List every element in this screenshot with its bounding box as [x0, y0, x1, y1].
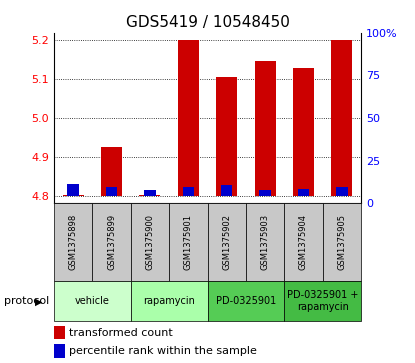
- Bar: [298, 189, 309, 196]
- Bar: [246, 203, 284, 281]
- Bar: [178, 40, 199, 196]
- Bar: [336, 187, 348, 196]
- Bar: [63, 195, 84, 196]
- Bar: [254, 61, 276, 196]
- Text: percentile rank within the sample: percentile rank within the sample: [69, 346, 257, 356]
- Bar: [54, 326, 65, 339]
- Text: GSM1375904: GSM1375904: [299, 214, 308, 270]
- Text: PD-0325901: PD-0325901: [216, 296, 276, 306]
- Text: GSM1375900: GSM1375900: [145, 214, 154, 270]
- Text: vehicle: vehicle: [75, 296, 110, 306]
- Bar: [131, 281, 208, 321]
- Bar: [221, 185, 232, 196]
- Bar: [208, 281, 284, 321]
- Text: GSM1375905: GSM1375905: [337, 214, 347, 270]
- Bar: [67, 184, 79, 196]
- Bar: [54, 344, 65, 358]
- Text: GSM1375903: GSM1375903: [261, 214, 270, 270]
- Bar: [131, 203, 169, 281]
- Title: GDS5419 / 10548450: GDS5419 / 10548450: [126, 15, 289, 30]
- Bar: [54, 281, 131, 321]
- Text: GSM1375898: GSM1375898: [68, 214, 78, 270]
- Bar: [259, 191, 271, 196]
- Bar: [169, 203, 208, 281]
- Bar: [139, 195, 161, 196]
- Text: ▶: ▶: [35, 296, 43, 306]
- Bar: [216, 77, 237, 196]
- Text: GSM1375901: GSM1375901: [184, 214, 193, 270]
- Bar: [54, 203, 92, 281]
- Text: GSM1375899: GSM1375899: [107, 214, 116, 270]
- Bar: [293, 68, 314, 196]
- Bar: [106, 187, 117, 196]
- Bar: [101, 147, 122, 196]
- Bar: [208, 203, 246, 281]
- Bar: [284, 203, 323, 281]
- Text: GSM1375902: GSM1375902: [222, 214, 231, 270]
- Text: transformed count: transformed count: [69, 327, 173, 338]
- Bar: [144, 191, 156, 196]
- Bar: [183, 187, 194, 196]
- Bar: [323, 203, 361, 281]
- Bar: [331, 40, 352, 196]
- Bar: [93, 203, 131, 281]
- Text: rapamycin: rapamycin: [143, 296, 195, 306]
- Text: PD-0325901 +
rapamycin: PD-0325901 + rapamycin: [287, 290, 358, 312]
- Bar: [284, 281, 361, 321]
- Text: protocol: protocol: [4, 296, 49, 306]
